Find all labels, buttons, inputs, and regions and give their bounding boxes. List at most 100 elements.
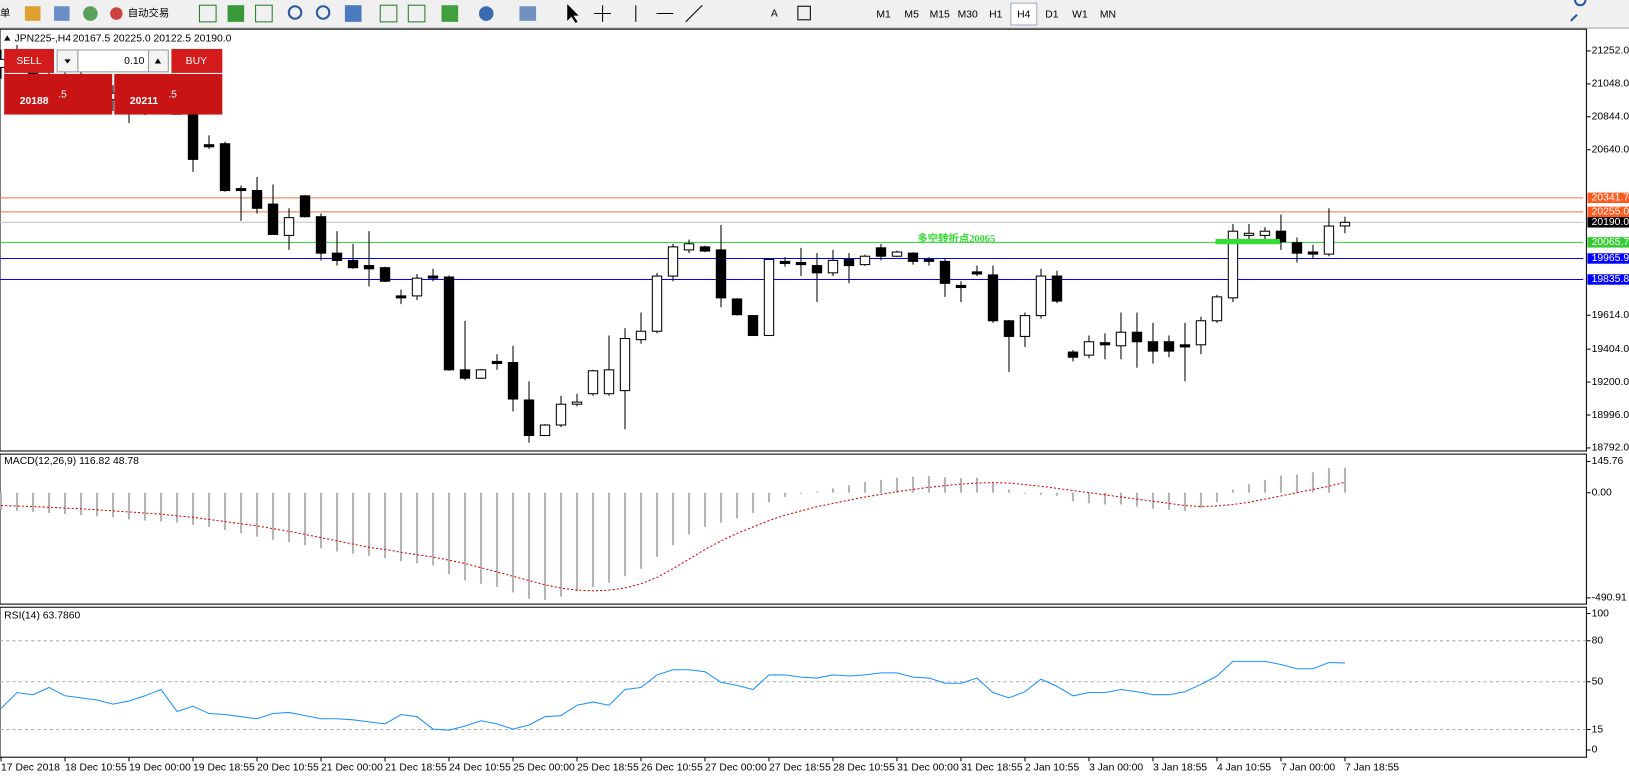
x-tick-label: 19 Dec 18:55 (193, 762, 255, 773)
toolbar-icon[interactable] (24, 6, 41, 21)
price-level-label: 19965.9 (1592, 253, 1629, 264)
timeframe-button[interactable]: H4 (1017, 9, 1030, 20)
candle-body (587, 370, 599, 395)
buy-label: BUY (186, 56, 207, 67)
rsi-title: RSI(14) 63.7860 (4, 610, 80, 621)
toolbar-icon[interactable] (227, 5, 245, 22)
candle-body (1291, 242, 1303, 254)
candle-body (235, 188, 247, 192)
one-click-trading: SELL 0.10 BUY 20188 .5 20211 .5 (4, 48, 223, 115)
bid-box[interactable] (4, 73, 113, 115)
candle-body (683, 243, 695, 251)
candle-body (459, 369, 471, 379)
text-tool[interactable]: A (771, 8, 778, 19)
timeframe-button[interactable]: M15 (930, 9, 950, 20)
candle-body (347, 259, 359, 269)
candle-body (795, 261, 807, 266)
macd-title: MACD(12,26,9) 116.82 48.78 (4, 456, 139, 467)
y-tick-label: 15 (1592, 724, 1604, 735)
timeframe-button[interactable]: D1 (1045, 9, 1058, 20)
candle-body (1051, 275, 1063, 302)
price-level-tag (1587, 237, 1629, 248)
timeframe-active[interactable] (1010, 2, 1038, 26)
y-tick-label: 19200.0 (1592, 377, 1629, 388)
toolbar-icon[interactable] (519, 6, 537, 21)
price-level-tag (1587, 217, 1629, 228)
candle-body (539, 424, 551, 437)
y-tick-label: 18792.0 (1592, 443, 1629, 454)
x-tick-label: 26 Dec 10:55 (641, 762, 703, 773)
timeframe-button[interactable]: W1 (1072, 9, 1088, 20)
candle-body (267, 203, 279, 235)
candle-body (299, 195, 311, 218)
candle-body (811, 265, 823, 274)
toolbar-icon[interactable] (83, 6, 98, 21)
y-tick-label: 145.76 (1592, 456, 1624, 467)
x-tick-label: 25 Dec 00:00 (513, 762, 575, 773)
y-tick-label: 19404.0 (1592, 344, 1629, 355)
candle-body (491, 360, 503, 365)
toolbar-icon[interactable] (54, 6, 70, 21)
timeframe-button[interactable]: MN (1100, 9, 1116, 20)
candle-body (1147, 341, 1159, 352)
x-tick-label: 31 Dec 18:55 (961, 762, 1023, 773)
x-tick-label: 25 Dec 18:55 (577, 762, 639, 773)
x-tick-label: 2 Jan 10:55 (1025, 762, 1079, 773)
candle-body (1339, 221, 1351, 227)
candle-body (331, 252, 343, 261)
zoom-in[interactable] (287, 5, 303, 20)
x-tick-label: 20 Dec 10:55 (257, 762, 319, 773)
toolbar (0, 0, 1629, 29)
sell-label: SELL (16, 56, 42, 67)
candle-body (1307, 251, 1319, 255)
toolbar-icon[interactable] (407, 4, 426, 23)
lot-down-arrow (64, 59, 71, 64)
rsi-line (0, 660, 1345, 731)
buy-button[interactable] (171, 48, 223, 73)
x-tick-label: 7 Jan 18:55 (1345, 762, 1399, 773)
zoom-out[interactable] (315, 5, 331, 20)
candle-body (379, 267, 391, 282)
lot-up-arrow (154, 58, 162, 64)
timeframe-button[interactable]: M1 (876, 9, 891, 20)
candle-body (987, 274, 999, 322)
candle-body (203, 144, 215, 148)
auto-trade-button[interactable]: 自动交易 (128, 6, 170, 19)
price-level-label: 20255.0 (1592, 207, 1629, 218)
ohlc-info: 20167.5 20225.0 20122.5 20190.0 (73, 33, 232, 44)
ask-fraction: .5 (168, 90, 177, 101)
candle-body (1083, 341, 1095, 356)
y-tick-label: 20844.0 (1592, 112, 1629, 123)
y-tick-label: 21252.0 (1592, 46, 1629, 57)
main-panel (0, 28, 1587, 452)
x-tick-label: 24 Dec 10:55 (449, 762, 511, 773)
toolbar-icon[interactable] (255, 4, 273, 23)
auto-trade-icon[interactable] (110, 7, 123, 20)
cursor-tool[interactable] (567, 4, 579, 23)
toolbar-icon[interactable] (198, 4, 217, 23)
toolbar-icon[interactable] (441, 5, 459, 22)
candle-body (187, 114, 199, 160)
timeframe-button[interactable]: M5 (904, 9, 919, 20)
candle-body (1179, 344, 1191, 348)
ask-box[interactable] (114, 73, 223, 115)
sell-button[interactable] (4, 48, 55, 73)
timeframe-button[interactable]: H1 (989, 9, 1002, 20)
x-tick-label: 27 Dec 00:00 (705, 762, 767, 773)
candle-body (427, 275, 439, 279)
candle-body (1227, 230, 1239, 299)
toolbar-icon[interactable] (478, 6, 494, 21)
toolbar-icon[interactable] (344, 5, 362, 22)
label-tool[interactable] (797, 5, 811, 21)
x-tick-label: 19 Dec 00:00 (129, 762, 191, 773)
timeframe-button[interactable]: M30 (958, 9, 978, 20)
y-tick-label: 80 (1592, 636, 1604, 647)
candle-body (1195, 320, 1207, 346)
crosshair-tool[interactable] (594, 5, 611, 22)
x-tick-label: 3 Jan 18:55 (1153, 762, 1207, 773)
line-tools[interactable] (635, 4, 703, 23)
toolbar-icon[interactable] (379, 4, 398, 23)
y-tick-label: 100 (1592, 608, 1610, 619)
collapse-triangle[interactable] (4, 35, 11, 41)
search-icon[interactable] (1570, 0, 1587, 22)
